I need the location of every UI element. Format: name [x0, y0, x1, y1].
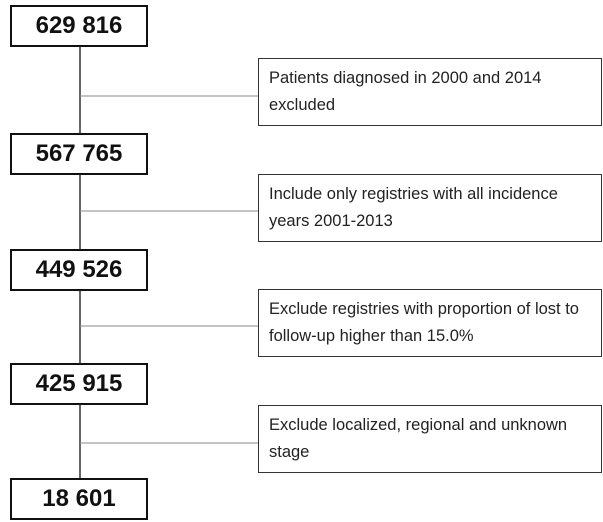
count-box: 629 816: [10, 5, 148, 47]
count-box: 425 915: [10, 363, 148, 405]
exclusion-box: Include only registries with all inciden…: [258, 174, 602, 242]
exclusion-box: Exclude registries with proportion of lo…: [258, 289, 602, 357]
exclusion-box: Exclude localized, regional and unknown …: [258, 405, 602, 473]
count-box: 449 526: [10, 249, 148, 291]
count-box: 567 765: [10, 133, 148, 175]
count-box: 18 601: [10, 478, 148, 520]
exclusion-box: Patients diagnosed in 2000 and 2014 excl…: [258, 58, 602, 126]
